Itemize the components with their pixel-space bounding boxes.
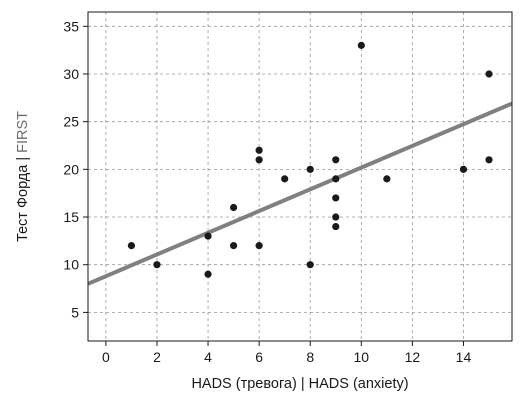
trendline — [87, 101, 513, 286]
data-point-3 — [204, 270, 212, 278]
data-point-9 — [281, 175, 289, 183]
x-axis-label: HADS (тревога) | HADS (anxiety) — [191, 376, 408, 392]
data-point-16 — [332, 222, 340, 231]
data-point-15 — [332, 213, 340, 221]
data-point-17 — [357, 41, 365, 49]
data-point-10 — [306, 165, 314, 173]
x-tick-label-12: 12 — [405, 349, 421, 365]
data-point-19 — [459, 165, 468, 173]
x-tick-label-8: 8 — [306, 349, 314, 365]
data-point-14 — [332, 194, 340, 202]
y-tick-label-15: 15 — [63, 209, 79, 225]
data-point-2 — [204, 232, 212, 240]
x-tick-label-2: 2 — [153, 349, 161, 365]
y-tick-label-25: 25 — [63, 114, 79, 130]
data-point-13 — [332, 175, 340, 183]
data-point-0 — [127, 242, 136, 250]
x-tick-label-14: 14 — [456, 349, 472, 365]
data-point-7 — [255, 156, 263, 164]
x-axis-ticks: 0 2 4 6 8 10 12 14 — [102, 341, 471, 365]
points-layer — [127, 41, 493, 278]
data-point-1 — [153, 261, 161, 269]
trendline-layer — [87, 101, 513, 286]
y-tick-label-10: 10 — [63, 257, 79, 273]
data-point-18 — [383, 175, 391, 183]
x-tick-label-10: 10 — [354, 349, 370, 365]
x-tick-label-6: 6 — [255, 349, 263, 365]
y-tick-label-20: 20 — [63, 161, 79, 177]
x-tick-label-0: 0 — [102, 349, 110, 365]
data-point-8 — [255, 242, 263, 250]
y-axis-label-main: Тест Форда | — [15, 157, 31, 242]
x-tick-label-4: 4 — [204, 349, 212, 365]
y-axis-label-secondary: FIRST — [15, 111, 31, 157]
y-axis-ticks: 5 10 15 20 25 30 35 — [63, 18, 88, 320]
y-tick-label-30: 30 — [63, 66, 79, 82]
y-tick-label-5: 5 — [71, 304, 79, 320]
plot-frame — [87, 11, 513, 342]
grid — [88, 12, 512, 341]
data-point-11 — [306, 261, 314, 269]
data-point-20 — [485, 70, 493, 78]
y-tick-label-35: 35 — [63, 18, 79, 34]
data-point-12 — [332, 156, 340, 164]
data-point-21 — [485, 156, 493, 164]
data-point-5 — [229, 242, 238, 250]
data-point-6 — [255, 146, 263, 154]
data-point-4 — [229, 203, 238, 212]
y-axis-label: Тест Форда | FIRST — [15, 111, 31, 242]
